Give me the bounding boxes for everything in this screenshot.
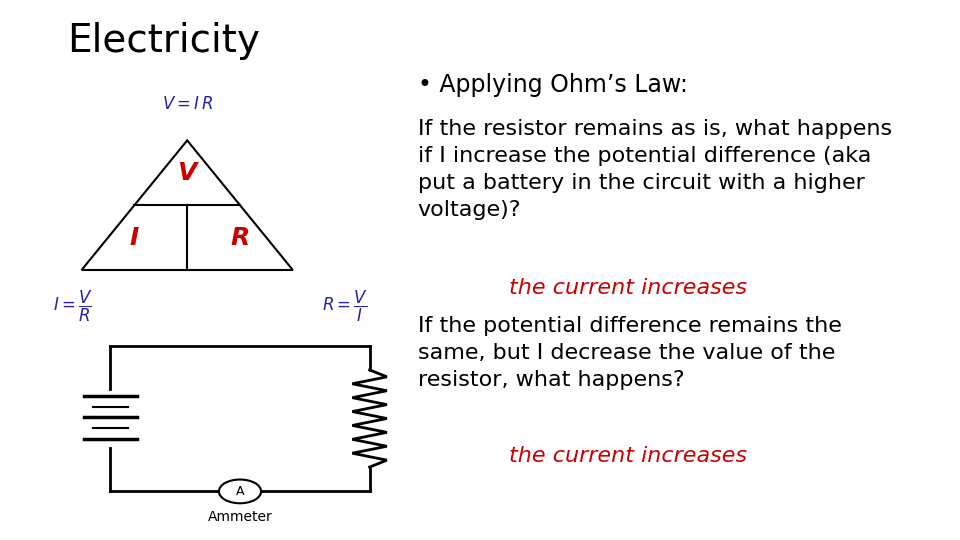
Text: $V = I\,R$: $V = I\,R$: [161, 96, 213, 113]
Text: I: I: [130, 226, 139, 249]
Text: If the resistor remains as is, what happens
if I increase the potential differen: If the resistor remains as is, what happ…: [418, 119, 892, 220]
Text: Ammeter: Ammeter: [207, 510, 273, 524]
Text: the current increases: the current increases: [509, 278, 747, 298]
Polygon shape: [82, 140, 293, 270]
Text: the current increases: the current increases: [509, 446, 747, 465]
Text: A: A: [236, 485, 244, 498]
Text: Electricity: Electricity: [67, 22, 260, 59]
Text: If the potential difference remains the
same, but I decrease the value of the
re: If the potential difference remains the …: [418, 316, 842, 390]
Text: R: R: [230, 226, 250, 249]
Text: V: V: [178, 161, 197, 185]
Circle shape: [219, 480, 261, 503]
Text: $I=\dfrac{V}{R}$: $I=\dfrac{V}{R}$: [53, 289, 92, 324]
Text: • Applying Ohm’s Law:: • Applying Ohm’s Law:: [418, 73, 687, 97]
Text: $R=\dfrac{V}{I}$: $R=\dfrac{V}{I}$: [322, 289, 368, 324]
